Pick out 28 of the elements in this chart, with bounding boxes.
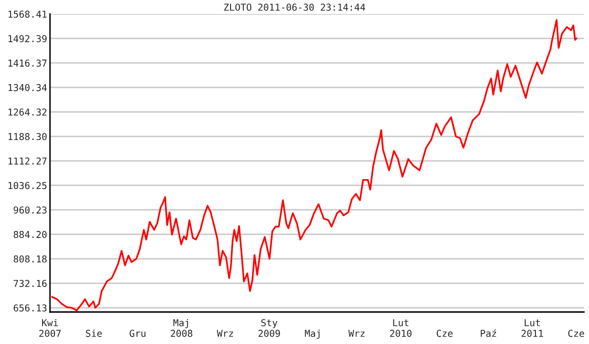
y-tick-label: 656.13 — [14, 304, 47, 312]
x-tick-label: Lut 2010 — [390, 319, 412, 337]
y-tick-label: 884.20 — [14, 230, 47, 238]
y-tick-label: 1416.37 — [8, 60, 47, 67]
y-tick-label: 1112.27 — [8, 157, 47, 164]
x-tick-label: Cze — [568, 330, 584, 337]
x-tick-label: Gru — [130, 330, 146, 337]
x-tick-label: Wrz — [348, 330, 365, 337]
y-tick-label: 808.18 — [14, 255, 47, 263]
x-tick-label: Sty 2009 — [258, 319, 280, 337]
y-tick-label: 732.16 — [14, 280, 47, 288]
x-tick-label: Maj — [304, 330, 320, 339]
y-tick-label: 960.23 — [14, 206, 47, 214]
x-tick-label: Lut 2011 — [522, 319, 544, 337]
chart-title: ZLOTO 2011-06-30 23:14:44 — [224, 4, 366, 11]
x-tick-label: Kwi 2007 — [39, 318, 61, 337]
y-tick-label: 1340.34 — [8, 84, 47, 92]
x-tick-label: Paź — [480, 329, 496, 337]
x-tick-label: Cze — [436, 330, 453, 337]
x-tick-label: Wrz — [216, 330, 234, 337]
x-tick-label: Sie — [86, 330, 102, 337]
y-tick-label: 1568.41 — [8, 10, 47, 18]
line-series — [51, 19, 578, 312]
y-tick-label: 1036.25 — [8, 182, 46, 190]
y-tick-label: 1188.30 — [8, 133, 47, 140]
x-tick-label: Maj 2008 — [170, 318, 192, 337]
y-tick-label: 1492.39 — [8, 35, 47, 42]
y-tick-label: 1264.32 — [8, 108, 46, 116]
